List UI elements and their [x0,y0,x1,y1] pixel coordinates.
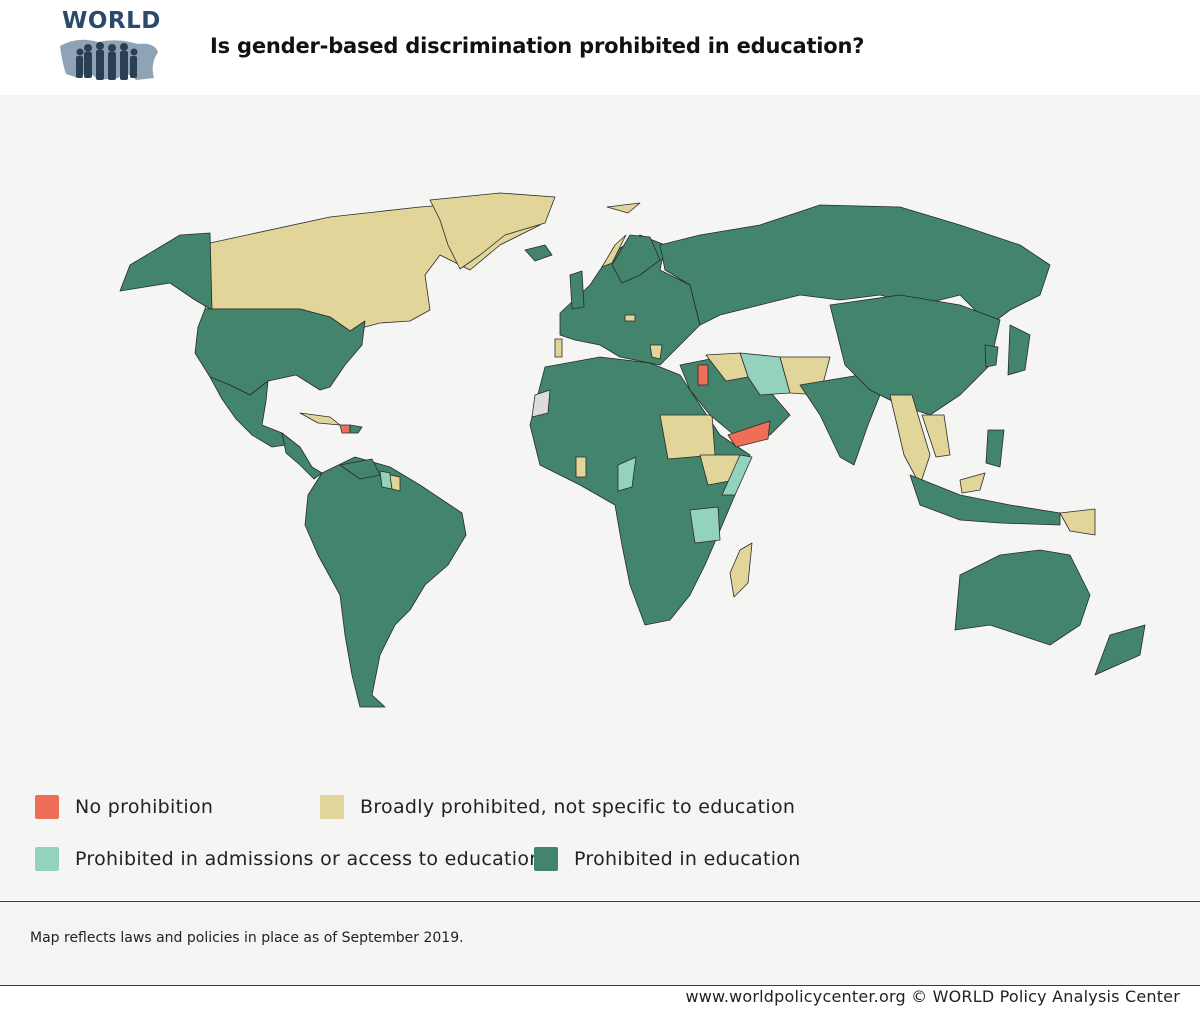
world-map: No prohibition Broadly prohibited, not s… [0,95,1200,900]
region-new-zealand[interactable] [1094,624,1146,676]
region-suriname[interactable] [389,474,401,492]
region-scandinavia[interactable] [611,234,661,284]
logo-people-icon [60,39,158,80]
region-uk[interactable] [569,270,585,310]
region-cameroon[interactable] [617,456,637,492]
region-philippines[interactable] [985,429,1005,468]
region-ghana[interactable] [575,456,587,478]
legend-label: Prohibited in admissions or access to ed… [75,848,542,870]
region-tanzania[interactable] [689,506,721,544]
region-indonesia[interactable] [909,474,1061,526]
region-sudan[interactable] [659,414,716,460]
region-norway-svalbard[interactable] [601,202,641,268]
region-australia[interactable] [954,549,1091,646]
logo-wordmark: WORLD [62,8,161,34]
region-usa[interactable] [194,308,366,396]
footer-credit[interactable]: www.worldpolicycenter.org © WORLD Policy… [685,987,1180,1006]
region-central-america[interactable] [281,432,323,480]
region-vietnam[interactable] [921,414,951,458]
region-western-sahara[interactable] [531,389,551,418]
region-jordan[interactable] [697,364,709,386]
region-switzerland[interactable] [624,314,636,322]
region-cuba[interactable] [299,412,341,426]
region-papua-new-guinea[interactable] [1059,508,1096,536]
legend-item-prohibited-in-education[interactable]: Prohibited in education [534,847,801,871]
legend-item-broadly-prohibited[interactable]: Broadly prohibited, not specific to educ… [320,795,795,819]
region-guyana[interactable] [379,470,393,490]
region-malaysia[interactable] [959,472,986,494]
region-korea[interactable] [984,344,999,368]
header: WORLD Is gender-based discrimination pro… [0,0,1200,95]
legend-swatch [320,795,344,819]
region-somalia[interactable] [721,454,753,496]
region-iceland[interactable] [524,244,553,262]
legend-item-no-prohibition[interactable]: No prohibition [35,795,213,819]
legend-label: No prohibition [75,796,214,818]
region-alaska[interactable] [119,232,213,311]
region-greenland[interactable] [429,192,556,270]
legend-swatch [534,847,558,871]
page-title: Is gender-based discrimination prohibite… [210,34,865,58]
region-china[interactable] [829,294,1001,416]
note-text: Map reflects laws and policies in place … [30,930,464,946]
region-dominican-republic[interactable] [349,424,363,434]
notes-panel: Map reflects laws and policies in place … [0,901,1200,986]
region-japan[interactable] [1007,324,1031,376]
legend-swatch [35,847,59,871]
region-venezuela[interactable] [339,458,381,480]
region-south-america[interactable] [304,456,467,708]
region-haiti[interactable] [339,424,351,434]
region-iraq-syria[interactable] [705,352,749,382]
region-greece[interactable] [649,344,663,360]
region-madagascar[interactable] [729,542,753,598]
legend-label: Prohibited in education [574,848,801,870]
region-russia[interactable] [659,204,1051,326]
region-myanmar-thailand[interactable] [889,394,931,486]
legend-item-admissions-access[interactable]: Prohibited in admissions or access to ed… [35,847,542,871]
region-portugal[interactable] [554,338,563,358]
world-logo[interactable]: WORLD [58,8,162,86]
legend-swatch [35,795,59,819]
legend-label: Broadly prohibited, not specific to educ… [360,796,796,818]
region-yemen[interactable] [727,420,771,448]
